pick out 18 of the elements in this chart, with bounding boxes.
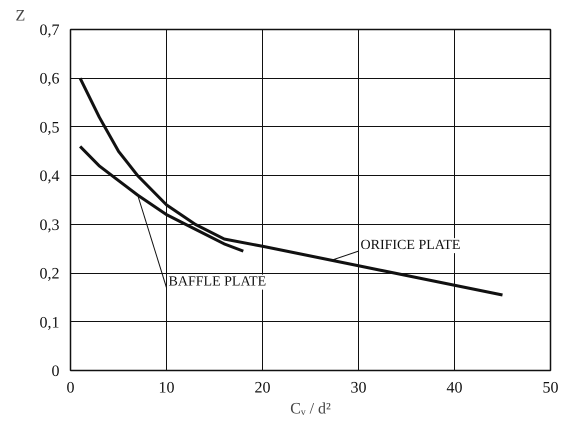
y-tick-label: 0,5 (40, 119, 60, 136)
annotation: BAFFLE PLATE (168, 274, 266, 290)
x-axis-title: Cᵥ / d² (290, 400, 332, 418)
x-tick-label: 10 (158, 380, 174, 396)
y-tick-label: 0,3 (40, 216, 60, 234)
x-tick-label: 40 (446, 380, 462, 396)
y-tick-label: 0,7 (40, 22, 60, 39)
y-tick-label: 0,6 (40, 70, 60, 88)
y-tick-label: 0,4 (40, 168, 60, 186)
annotation: ORIFICE PLATE (360, 238, 460, 254)
y-axis-title: Z (16, 8, 26, 24)
y-tick-label: 0,2 (40, 266, 60, 283)
x-tick-label: 0 (66, 380, 74, 396)
x-tick-label: 20 (254, 380, 270, 396)
x-tick-label: 30 (350, 380, 366, 396)
x-tick-label: 50 (542, 380, 558, 396)
y-tick-label: 0 (52, 363, 60, 380)
y-tick-label: 0,1 (40, 314, 60, 332)
